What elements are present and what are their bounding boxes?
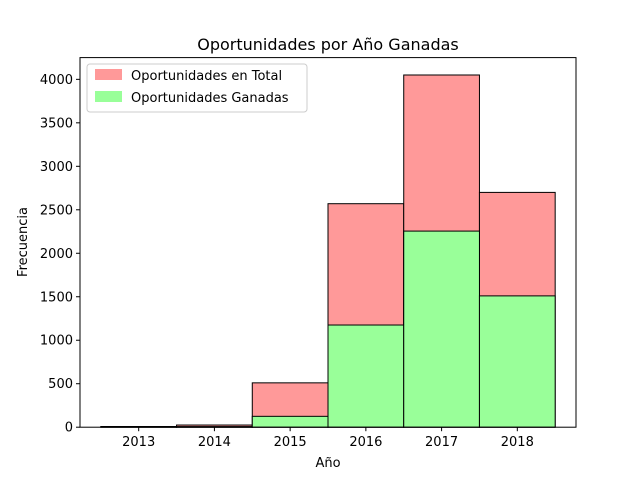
- y-tick-label: 0: [65, 421, 73, 436]
- x-axis-label: Año: [315, 456, 340, 471]
- bar-won-2018: [478, 295, 556, 428]
- legend-swatch-won: [95, 91, 122, 102]
- legend-box: [86, 63, 308, 113]
- x-tick-label: 2015: [274, 435, 307, 450]
- y-tick-label: 2500: [40, 203, 73, 218]
- y-tick-label: 500: [48, 377, 73, 392]
- y-tick-label: 1500: [40, 290, 73, 305]
- plot-frame: [79, 57, 577, 428]
- legend-label-won: Oportunidades Ganadas: [131, 91, 289, 106]
- y-tick-label: 4000: [40, 73, 73, 88]
- y-tick-label: 3000: [40, 160, 73, 175]
- x-tick-label: 2016: [349, 435, 382, 450]
- x-tick-label: 2018: [501, 435, 534, 450]
- y-axis-label: Frecuencia: [16, 207, 31, 277]
- y-axis: 0 500 1000 1500 2000 2500 3000 3500 4000: [40, 73, 80, 436]
- legend-swatch-total: [95, 69, 122, 80]
- chart-title: Oportunidades por Año Ganadas: [197, 35, 459, 54]
- bar-won-2017: [403, 230, 480, 428]
- x-tick-label: 2017: [425, 435, 458, 450]
- x-axis: 2013 2014 2015 2016 2017 2018: [122, 427, 534, 450]
- legend-label-total: Oportunidades en Total: [131, 69, 282, 84]
- y-tick-label: 2000: [40, 247, 73, 262]
- x-tick-label: 2013: [122, 435, 155, 450]
- y-tick-label: 1000: [40, 334, 73, 349]
- x-tick-label: 2014: [198, 435, 231, 450]
- bar-won-2015: [251, 415, 329, 428]
- y-tick-label: 3500: [40, 116, 73, 131]
- legend: Oportunidades en Total Oportunidades Gan…: [86, 63, 308, 113]
- bar-won-2016: [327, 324, 405, 428]
